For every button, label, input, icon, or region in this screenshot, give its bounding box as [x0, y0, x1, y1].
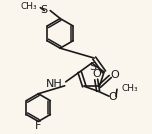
Text: O: O — [93, 69, 102, 79]
Text: F: F — [35, 121, 41, 131]
Text: S: S — [89, 62, 96, 72]
Text: NH: NH — [46, 79, 63, 89]
Text: CH₃: CH₃ — [122, 84, 139, 93]
Text: CH₃: CH₃ — [21, 2, 37, 11]
Text: S: S — [40, 5, 47, 15]
Text: O: O — [110, 70, 119, 80]
Text: O: O — [109, 92, 117, 102]
